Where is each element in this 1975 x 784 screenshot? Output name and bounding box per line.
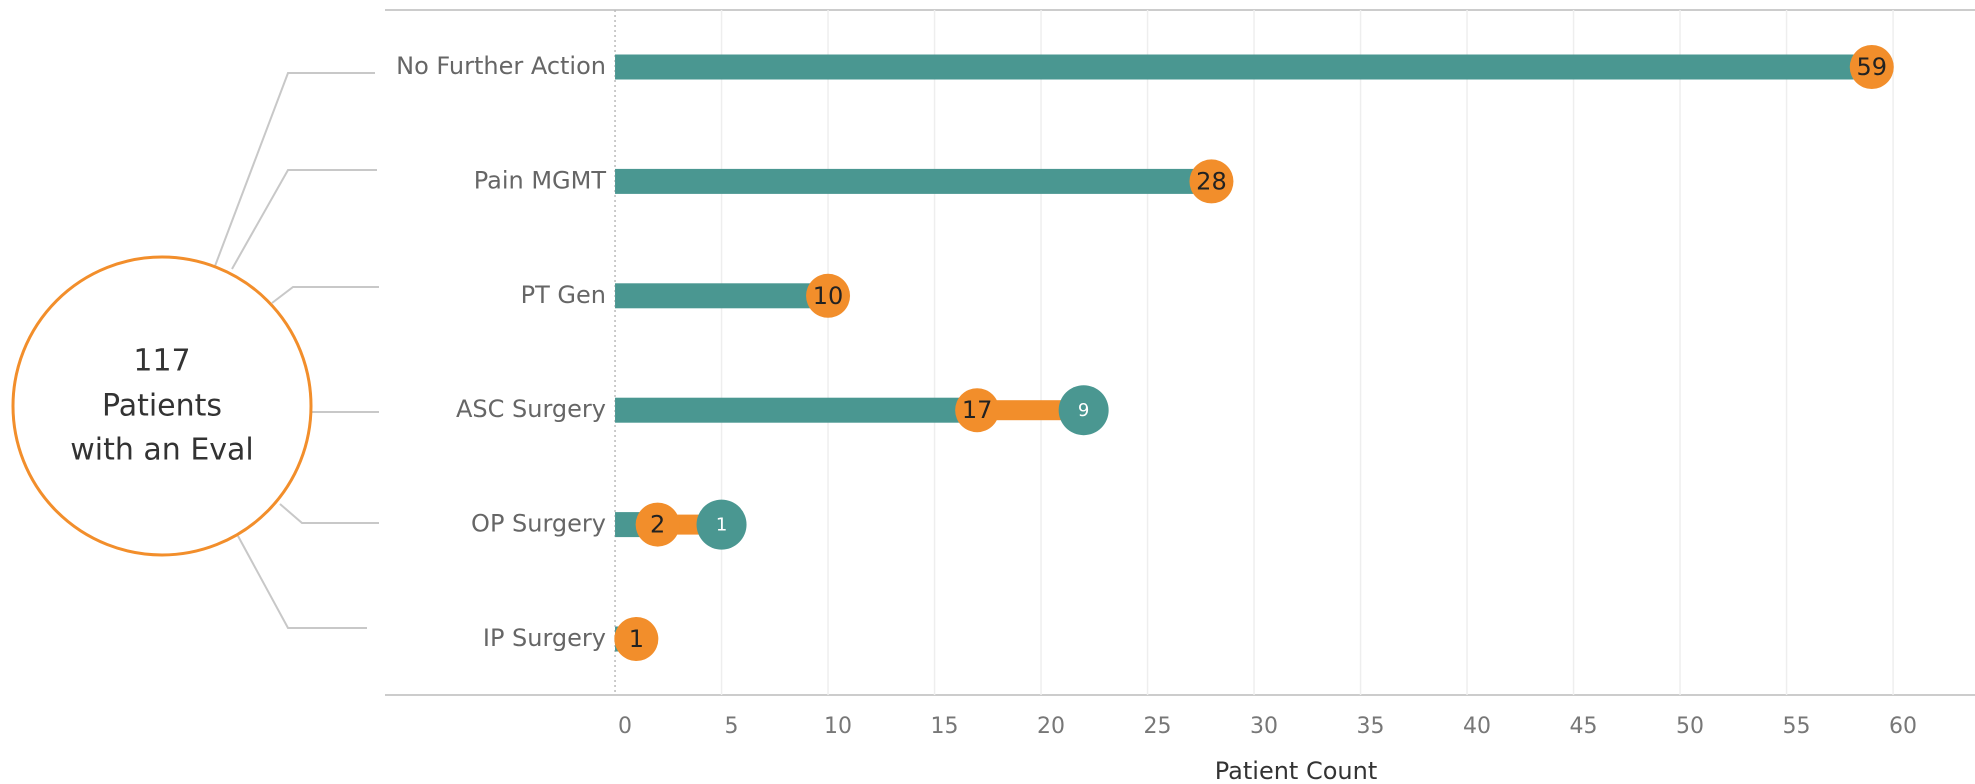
x-tick-label: 55 [1783, 714, 1811, 739]
bar [615, 168, 1212, 194]
connectors [214, 72, 379, 629]
x-tick-label: 10 [824, 714, 852, 739]
x-tick-label: 0 [618, 714, 632, 739]
category-label: IP Surgery [483, 624, 606, 652]
category-label: Pain MGMT [474, 166, 607, 194]
category-label: PT Gen [521, 281, 606, 309]
category-label: No Further Action [396, 52, 606, 80]
summary-text: with an Eval [70, 433, 254, 468]
value-label: 59 [1856, 53, 1887, 81]
category-label: ASC Surgery [456, 395, 606, 423]
x-axis-title: Patient Count [1215, 757, 1377, 784]
followup-label: 9 [1078, 400, 1089, 421]
value-label: 2 [650, 511, 665, 539]
x-tick-label: 50 [1676, 714, 1704, 739]
value-label: 28 [1196, 167, 1227, 195]
summary-text: Patients [102, 389, 222, 424]
bar [615, 283, 829, 309]
followup-label: 1 [716, 515, 727, 536]
followup-circle [696, 499, 747, 550]
x-tick-label: 45 [1570, 714, 1598, 739]
connector [231, 169, 377, 270]
x-tick-label: 35 [1357, 714, 1385, 739]
bar [615, 54, 1872, 80]
followup-link [977, 400, 1084, 421]
connector [271, 286, 379, 304]
value-circle [955, 388, 1000, 433]
value-label: 17 [962, 396, 993, 424]
category-label: OP Surgery [471, 510, 606, 538]
x-tick-label: 25 [1144, 714, 1172, 739]
value-circle [635, 502, 680, 547]
value-label: 10 [813, 282, 844, 310]
x-tick-label: 5 [725, 714, 739, 739]
value-circle [1189, 159, 1234, 204]
x-tick-label: 60 [1889, 714, 1917, 739]
bar [615, 397, 978, 423]
x-tick-label: 15 [931, 714, 959, 739]
x-tick-label: 40 [1463, 714, 1491, 739]
summary-circle [11, 255, 313, 557]
x-tick-label: 20 [1037, 714, 1065, 739]
summary-count: 117 [133, 344, 190, 379]
value-circle [1849, 45, 1894, 89]
x-tick-label: 30 [1250, 714, 1278, 739]
followup-circle [1058, 385, 1109, 436]
value-label: 1 [629, 625, 644, 653]
connector [279, 503, 379, 524]
value-circle [614, 617, 659, 661]
value-circle [806, 273, 851, 318]
connector [214, 72, 375, 267]
connector [237, 535, 367, 629]
